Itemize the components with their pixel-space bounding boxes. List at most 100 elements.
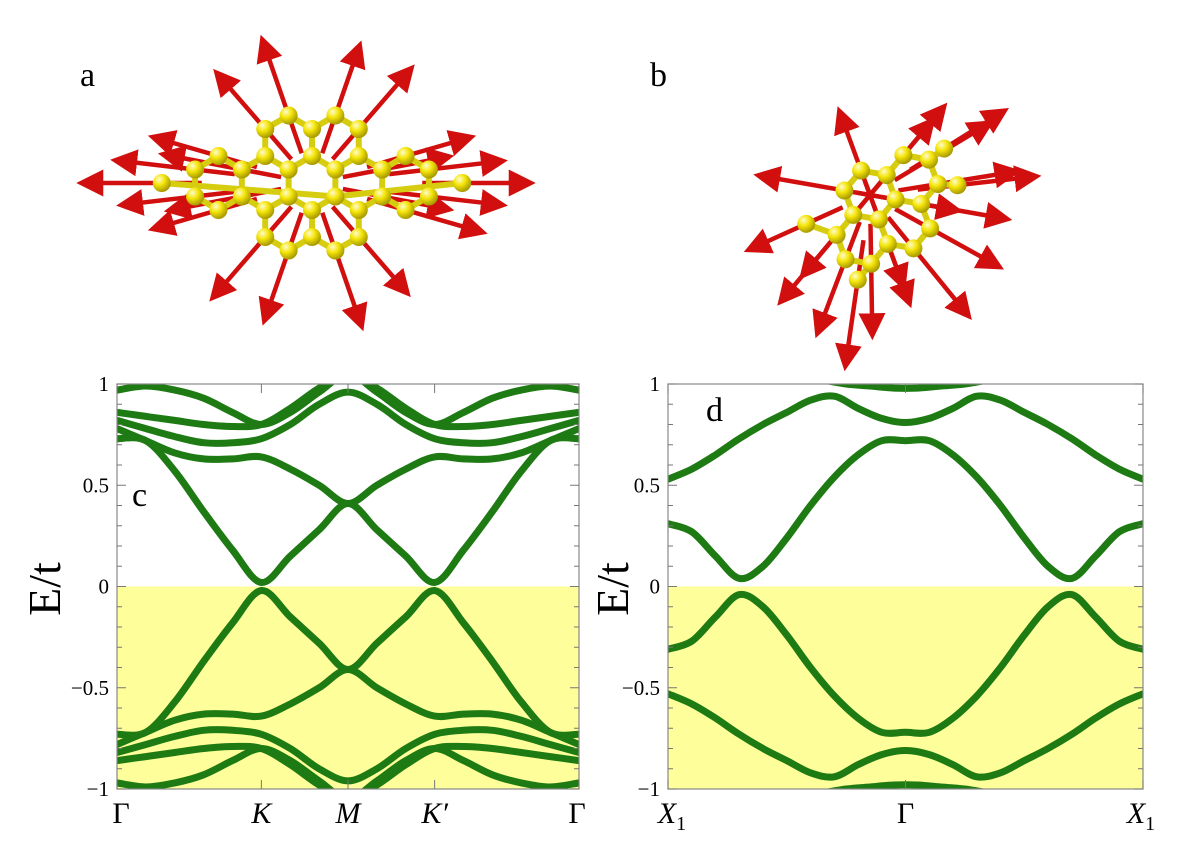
spin-arrow [320, 40, 366, 155]
xtick-label-x1: X1 [1126, 797, 1155, 835]
molecule-a [76, 34, 536, 332]
atom [948, 176, 967, 195]
atom [862, 254, 881, 273]
spin-arrow [388, 150, 508, 177]
atom [326, 241, 345, 260]
atom [256, 228, 275, 246]
atom [279, 160, 298, 179]
spin-arrow [116, 189, 236, 216]
panel-label-a: a [80, 57, 95, 94]
atom [349, 120, 368, 138]
molecule-b [743, 102, 1042, 372]
atom [835, 181, 854, 200]
atom [256, 147, 275, 165]
spin-arrow [388, 189, 508, 216]
atom [419, 187, 438, 206]
atom [256, 120, 275, 138]
band-plot-d: 1 0.5 0 −0.5 −1 X1 Γ X1 E/t d [587, 372, 1155, 835]
ytick-label: 1 [650, 372, 661, 396]
atom [232, 187, 251, 206]
band-line-d-0 [668, 436, 1143, 583]
atom [844, 205, 863, 224]
atom [877, 166, 896, 185]
atom [326, 160, 345, 179]
atom [303, 147, 321, 165]
ytick-label: −0.5 [71, 676, 109, 700]
atom [373, 187, 392, 206]
ytick-label: 0.5 [83, 473, 109, 497]
band-line-c-2 [117, 388, 579, 447]
spin-arrow [886, 215, 972, 321]
xtick-label-x: X [657, 797, 678, 830]
atom [904, 239, 923, 258]
atom [209, 201, 228, 219]
band-line-c-1 [117, 425, 579, 507]
ytick-label: −0.5 [622, 676, 660, 700]
band-line-c-3 [117, 384, 579, 431]
panel-label-d: d [706, 392, 723, 429]
band-plot-c: 1 0.5 0 −0.5 −1 Γ K M K′ Γ E/t c [19, 372, 586, 830]
atom [152, 174, 171, 192]
ylabel-c: E/t [19, 562, 70, 616]
atom [396, 201, 415, 219]
spin-arrow [209, 205, 294, 302]
spin-arrow [320, 211, 368, 332]
ytick-label: 0 [99, 575, 110, 599]
atom [869, 210, 888, 229]
atom [326, 106, 345, 125]
atom [209, 147, 228, 165]
spin-arrow [256, 34, 304, 155]
atom [836, 250, 855, 269]
atom [797, 214, 816, 233]
atom [186, 187, 205, 206]
atom [919, 150, 938, 169]
atom [186, 160, 205, 179]
atom [852, 161, 871, 180]
atom [303, 201, 321, 219]
ytick-label: −1 [87, 777, 109, 801]
occupied-shade-c [117, 586, 579, 789]
spin-arrow [330, 64, 415, 161]
spin-arrows [76, 34, 536, 332]
band-line-d-3 [668, 590, 1143, 737]
spin-arrow [213, 68, 294, 161]
atom [912, 194, 931, 213]
band-line-c-9 [117, 745, 579, 789]
ytick-label: 0 [650, 575, 661, 599]
band-line-d-4 [668, 690, 1143, 781]
atom [279, 241, 298, 260]
atom [848, 270, 867, 289]
band-line-d-1 [668, 392, 1143, 483]
atom [349, 147, 368, 165]
spin-arrow [342, 147, 455, 180]
atom [886, 190, 905, 209]
atom [373, 160, 392, 179]
atom [256, 201, 275, 219]
atom [279, 106, 298, 125]
ticks-c [116, 383, 580, 790]
ytick-label: −1 [638, 777, 660, 801]
spin-arrow [894, 207, 1005, 270]
spin-arrows [743, 102, 1042, 372]
atom [232, 160, 251, 179]
spin-arrow [330, 205, 411, 298]
xtick-label-m: M [335, 797, 363, 830]
xtick-label-x: X [1126, 797, 1147, 830]
atom [279, 187, 298, 206]
atom [326, 187, 345, 206]
xtick-label-gamma: Γ [897, 797, 914, 830]
ticks-d [667, 383, 1144, 790]
ytick-label: 0.5 [634, 473, 660, 497]
atom [349, 228, 368, 246]
bond [332, 180, 466, 200]
atom [396, 147, 415, 165]
spin-arrow [110, 149, 236, 177]
xtick-label-gamma: Γ [568, 797, 585, 830]
atom [303, 228, 321, 246]
atom [878, 234, 897, 253]
atom [928, 175, 947, 194]
xtick-label-k-prime: K′ [420, 797, 448, 830]
ytick-labels-d: 1 0.5 0 −0.5 −1 [622, 372, 660, 801]
atom [827, 225, 846, 244]
